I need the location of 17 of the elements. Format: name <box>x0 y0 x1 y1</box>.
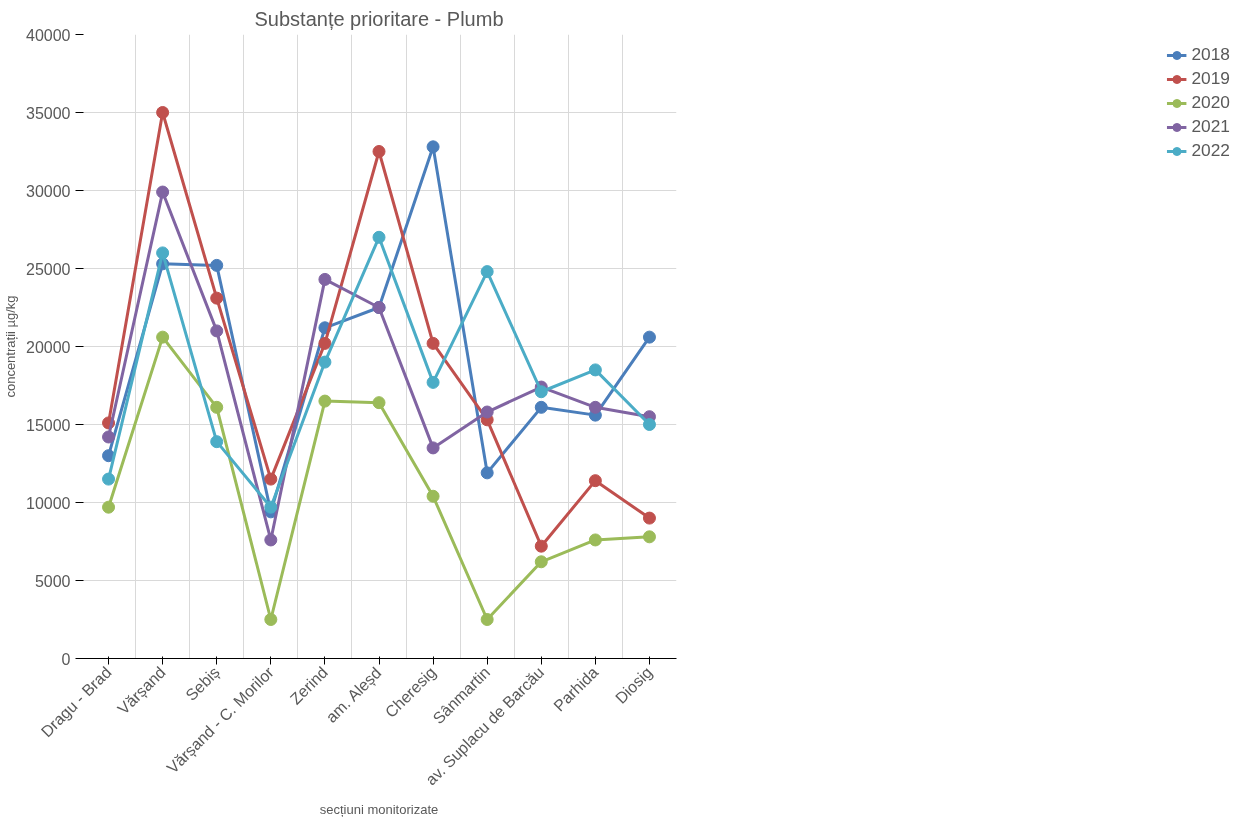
legend-label: 2021 <box>1191 116 1230 137</box>
legend-label: 2018 <box>1191 44 1230 65</box>
legend-label: 2022 <box>1191 140 1230 161</box>
y-tick-label: 30000 <box>26 182 71 200</box>
y-tick-label: 0 <box>61 650 71 668</box>
y-axis-title: concentrații µg/kg <box>3 295 19 398</box>
y-tick-label: 40000 <box>26 26 71 44</box>
y-tick-label: 10000 <box>26 494 71 512</box>
y-tick-label: 15000 <box>26 416 71 434</box>
x-axis-title: secțiuni monitorizate <box>319 802 439 818</box>
y-tick-label: 35000 <box>26 104 71 122</box>
chart-title: Substanțe prioritare - Plumb <box>254 7 504 30</box>
y-tick-label: 25000 <box>26 260 71 278</box>
y-tick-label: 20000 <box>26 338 71 356</box>
y-tick-label: 5000 <box>34 572 71 590</box>
legend-label: 2019 <box>1191 68 1230 89</box>
legend-label: 2020 <box>1191 92 1230 113</box>
